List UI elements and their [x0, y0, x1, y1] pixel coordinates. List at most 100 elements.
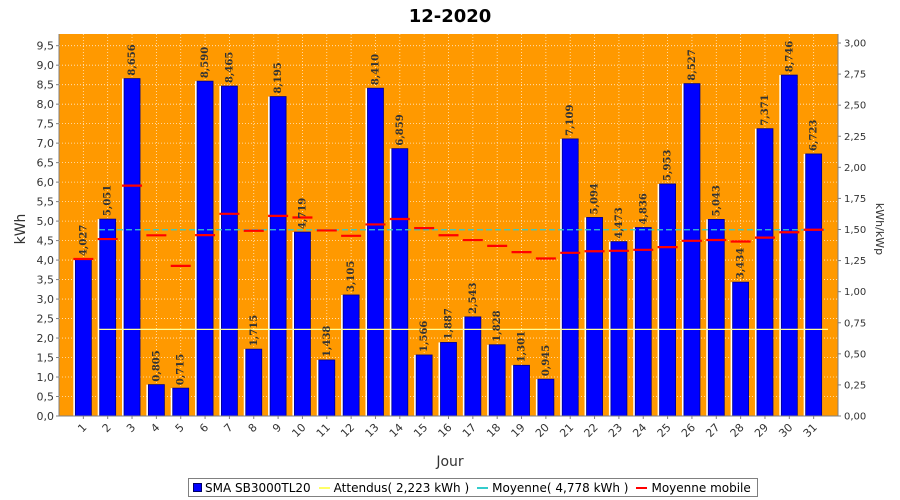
x-tick-label: 25	[655, 421, 674, 440]
bar-day-19	[513, 364, 530, 417]
bar-highlight	[292, 232, 295, 416]
y-tick-label: 0,5	[37, 391, 55, 404]
x-axis-title: Jour	[435, 454, 464, 470]
bar-value-label: 3,105	[346, 261, 357, 292]
bar-day-1	[74, 258, 92, 417]
x-tick-label: 17	[460, 421, 479, 440]
x-tick-label: 12	[338, 421, 357, 440]
bar-value-label: 4,836	[638, 193, 649, 224]
bar-highlight	[316, 359, 319, 416]
bar-value-label: 1,828	[492, 310, 503, 341]
bar-day-8	[245, 348, 263, 417]
y2-tick-label: 1,00	[844, 287, 866, 298]
bar-value-label: 1,438	[322, 326, 333, 357]
y-tick-label: 1,5	[37, 352, 55, 365]
x-tick-label: 8	[246, 421, 260, 435]
bar-day-20	[537, 378, 555, 417]
y-tick-label: 8,0	[37, 98, 55, 111]
bar-day-5	[172, 387, 190, 417]
x-tick-label: 30	[776, 421, 795, 440]
bar-day-2	[99, 218, 117, 417]
bar-day-17	[464, 316, 482, 417]
y-tick-label: 3,5	[37, 274, 55, 287]
bar-day-12	[342, 294, 360, 417]
bar-value-label: 5,094	[590, 183, 601, 214]
bar-highlight	[657, 183, 660, 416]
bar-value-label: 6,723	[809, 120, 820, 151]
bar-highlight	[170, 388, 173, 416]
y-tick-label: 6,5	[37, 157, 55, 170]
x-tick-label: 24	[630, 421, 649, 440]
bar-highlight	[389, 148, 392, 416]
bar-day-11	[318, 359, 336, 417]
y2-tick-label: 3,00	[844, 39, 866, 50]
bar-value-label: 5,043	[711, 185, 722, 216]
bar-day-25	[659, 183, 676, 417]
bar-highlight	[122, 78, 125, 416]
x-tick-label: 6	[197, 421, 211, 435]
bar-value-label: 1,715	[249, 315, 260, 346]
bar-value-label: 8,527	[687, 49, 698, 80]
x-tick-label: 19	[509, 421, 528, 440]
bar-highlight	[487, 344, 490, 416]
bar-day-4	[147, 384, 165, 417]
bar-day-22	[586, 217, 603, 417]
x-tick-label: 7	[221, 421, 235, 435]
bar-highlight	[146, 384, 149, 416]
y-tick-label: 5,5	[37, 196, 55, 209]
chart-title: 12-2020	[409, 6, 492, 27]
y-tick-label: 1,0	[37, 371, 55, 384]
bar-highlight	[219, 86, 222, 417]
y-axis-ticks: 0,0 0,5 1,0 1,5 2,0 2,5 3,0 3,5 4,0 4,5 5,0 5,5 6,0 6…	[37, 40, 59, 423]
y-tick-label: 4,5	[37, 235, 55, 248]
x-tick-label: 16	[436, 421, 455, 440]
legend-item-average: Moyenne( 4,778 kWh )	[477, 481, 628, 495]
bar-day-10	[294, 231, 311, 417]
x-tick-label: 22	[582, 421, 601, 440]
bar-value-label: 1,301	[517, 331, 528, 362]
y-tick-label: 8,5	[37, 79, 55, 92]
y-tick-label: 5,0	[37, 215, 55, 228]
bar-highlight	[803, 153, 806, 417]
x-tick-label: 3	[124, 421, 138, 435]
x-tick-label: 10	[289, 421, 308, 440]
bar-highlight	[438, 342, 441, 416]
bar-value-label: 8,590	[200, 47, 211, 78]
bar-highlight	[560, 138, 563, 416]
y2-tick-label: 2,25	[844, 132, 866, 143]
x-tick-label: 29	[752, 421, 771, 440]
bar-value-labels: 4,027 5,051 8,656 0,805 0,715 8,590 8,465 1,715…	[78, 41, 819, 385]
x-tick-label: 4	[148, 421, 162, 435]
bar-value-label: 8,465	[224, 52, 235, 83]
bar-day-14	[391, 148, 409, 417]
legend-label-moving-average: Moyenne mobile	[651, 480, 751, 495]
bar-day-28	[732, 281, 750, 417]
bar-value-label: 3,434	[736, 248, 747, 279]
legend-swatch-moving-average	[636, 486, 648, 489]
bar-value-label: 4,719	[297, 198, 308, 229]
legend-item-production: SMA SB3000TL20	[193, 481, 311, 495]
legend-swatch-average	[477, 486, 489, 489]
bar-day-6	[196, 80, 214, 417]
y2-tick-label: 0,75	[844, 318, 866, 329]
y2-tick-label: 1,50	[844, 225, 866, 236]
y2-tick-label: 2,00	[844, 163, 866, 174]
bar-highlight	[341, 294, 344, 416]
y2-tick-label: 2,75	[844, 70, 866, 81]
x-tick-label: 23	[606, 421, 625, 440]
x-tick-label: 26	[679, 421, 698, 440]
bar-day-15	[415, 354, 433, 417]
bar-value-label: 4,473	[614, 207, 625, 238]
bar-highlight	[779, 75, 782, 417]
bar-value-label: 2,543	[468, 283, 479, 314]
legend-label-expected: Attendus( 2,223 kWh )	[333, 480, 470, 495]
y-tick-label: 0,0	[37, 410, 55, 423]
y-tick-label: 2,5	[37, 313, 55, 326]
x-tick-label: 28	[728, 421, 747, 440]
y-tick-label: 9,0	[37, 59, 55, 72]
y-tick-label: 6,0	[37, 176, 55, 189]
y-tick-label: 9,5	[37, 40, 55, 53]
bar-value-label: 5,953	[663, 150, 674, 181]
bar-day-27	[707, 219, 725, 417]
